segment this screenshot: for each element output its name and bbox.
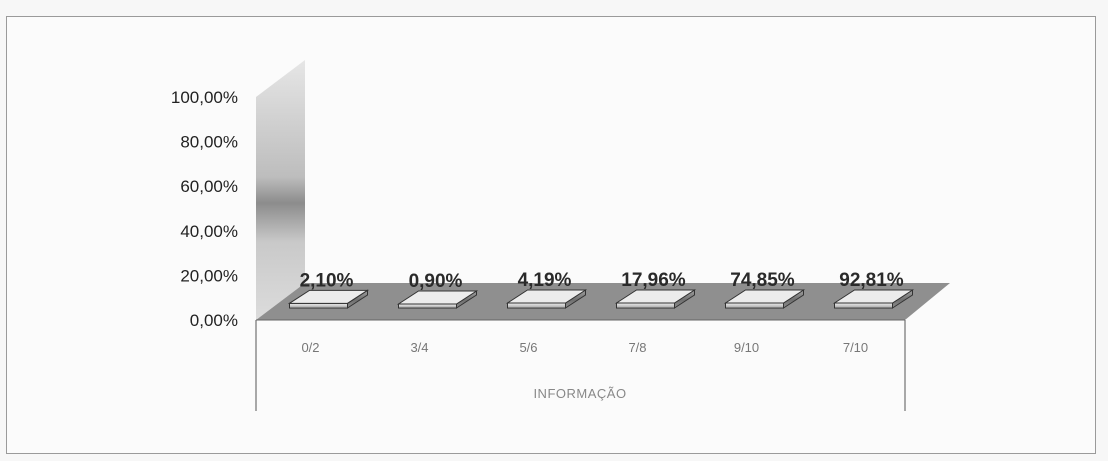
bar-front bbox=[725, 302, 784, 309]
bar-top bbox=[505, 289, 588, 304]
bar bbox=[396, 290, 479, 309]
bar-front bbox=[289, 302, 348, 309]
bar-top bbox=[614, 289, 697, 304]
y-tick-label: 20,00% bbox=[180, 266, 238, 285]
bar bbox=[614, 289, 697, 309]
bar bbox=[505, 289, 588, 309]
data-label: 92,81% bbox=[839, 270, 904, 291]
x-tick-label: 0/2 bbox=[301, 340, 319, 355]
y-tick-label: 40,00% bbox=[180, 222, 238, 241]
x-tick-label: 9/10 bbox=[734, 340, 759, 355]
y-tick-label: 60,00% bbox=[180, 177, 238, 196]
data-label: 2,10% bbox=[300, 270, 354, 291]
x-tick-label: 7/10 bbox=[843, 340, 868, 355]
data-label: 17,96% bbox=[621, 270, 686, 291]
x-tick-label: 5/6 bbox=[519, 340, 537, 355]
data-labels: 2,10% 0,90% 4,19% 17,96% 74,85% 92,81% bbox=[300, 270, 904, 292]
chart-frame bbox=[6, 16, 1096, 454]
data-label: 4,19% bbox=[518, 270, 572, 291]
bar-front bbox=[507, 302, 566, 309]
bar-front bbox=[616, 302, 675, 309]
x-axis-ticks: 0/2 3/4 5/6 7/8 9/10 7/10 bbox=[301, 340, 868, 355]
data-label: 74,85% bbox=[730, 270, 795, 291]
bar-front bbox=[834, 302, 893, 309]
bar-top bbox=[832, 289, 915, 304]
bar-front bbox=[398, 303, 457, 309]
y-tick-label: 100,00% bbox=[171, 88, 238, 107]
bar-top bbox=[287, 289, 370, 304]
bar bbox=[832, 289, 915, 309]
x-tick-label: 3/4 bbox=[410, 340, 428, 355]
x-axis-title: INFORMAÇÃO bbox=[533, 386, 626, 401]
y-tick-label: 0,00% bbox=[190, 311, 238, 330]
bars bbox=[287, 289, 915, 309]
chart-back-wall bbox=[256, 60, 305, 320]
x-tick-label: 7/8 bbox=[628, 340, 646, 355]
bar-top bbox=[723, 289, 806, 304]
data-label: 0,90% bbox=[409, 271, 463, 292]
bar bbox=[723, 289, 806, 309]
bar-top bbox=[396, 290, 479, 305]
bar bbox=[287, 289, 370, 309]
y-axis-ticks: 0,00% 20,00% 40,00% 60,00% 80,00% 100,00% bbox=[171, 88, 238, 330]
y-tick-label: 80,00% bbox=[180, 133, 238, 152]
